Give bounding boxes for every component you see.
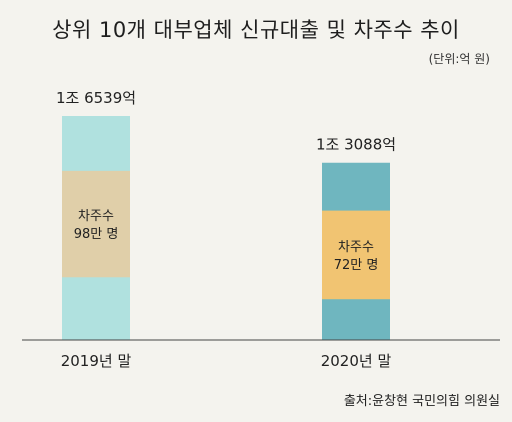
source-note: 출처:윤창현 국민의힘 의원실 xyxy=(343,394,500,409)
unit-label: (단위:억 원) xyxy=(428,52,490,66)
value-label-1: 1조 6539억 xyxy=(56,89,136,107)
value-label-2: 1조 3088억 xyxy=(316,136,396,154)
chart-title: 상위 10개 대부업체 신규대출 및 차주수 추이 xyxy=(52,18,460,42)
borrower-band-2 xyxy=(322,210,390,300)
category-label-2: 2020년 말 xyxy=(321,352,392,370)
borrower-value-2: 72만 명 xyxy=(334,258,379,273)
borrower-label-1: 차주수 xyxy=(78,209,114,224)
borrower-label-2: 차주수 xyxy=(338,240,374,255)
category-label-1: 2019년 말 xyxy=(61,352,132,370)
borrower-value-1: 98만 명 xyxy=(74,227,119,242)
borrower-band-1 xyxy=(62,170,130,278)
